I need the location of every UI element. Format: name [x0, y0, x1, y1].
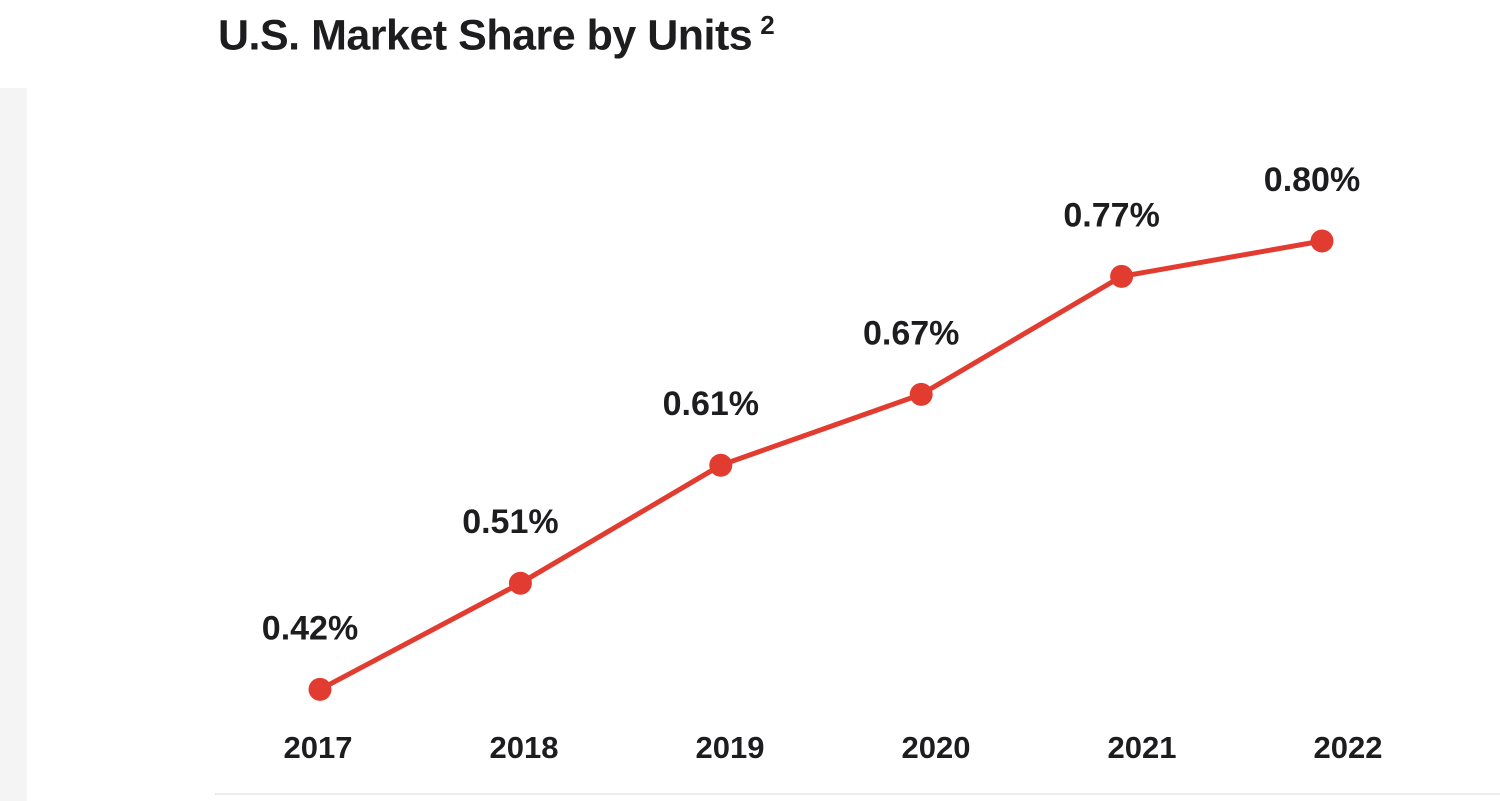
- data-label-2019: 0.61%: [663, 385, 759, 423]
- data-point-2020: [909, 382, 933, 406]
- data-label-2021: 0.77%: [1063, 196, 1159, 234]
- data-point-2021: [1110, 264, 1134, 288]
- data-point-2019: [709, 453, 733, 477]
- data-point-2018: [508, 571, 532, 595]
- series-line: [317, 238, 1325, 692]
- data-label-2020: 0.67%: [863, 314, 959, 352]
- x-axis-label-2022: 2022: [1314, 730, 1383, 765]
- data-point-2022: [1310, 229, 1334, 253]
- x-axis-label-2020: 2020: [902, 730, 971, 765]
- x-axis-label-2021: 2021: [1108, 730, 1177, 765]
- x-axis-label-2017: 2017: [284, 730, 353, 765]
- data-label-2017: 0.42%: [262, 609, 358, 647]
- x-axis-label-2018: 2018: [490, 730, 559, 765]
- x-axis-label-2019: 2019: [696, 730, 765, 765]
- data-label-2018: 0.51%: [462, 503, 558, 541]
- chart-title-text: U.S. Market Share by Units: [218, 11, 753, 60]
- data-point-2017: [308, 677, 332, 701]
- left-margin-strip: [0, 88, 27, 801]
- bottom-divider: [215, 793, 1500, 795]
- chart-title: U.S. Market Share by Units 2: [218, 10, 775, 60]
- chart-title-footnote-marker: 2: [760, 10, 775, 40]
- data-label-2022: 0.80%: [1264, 161, 1360, 199]
